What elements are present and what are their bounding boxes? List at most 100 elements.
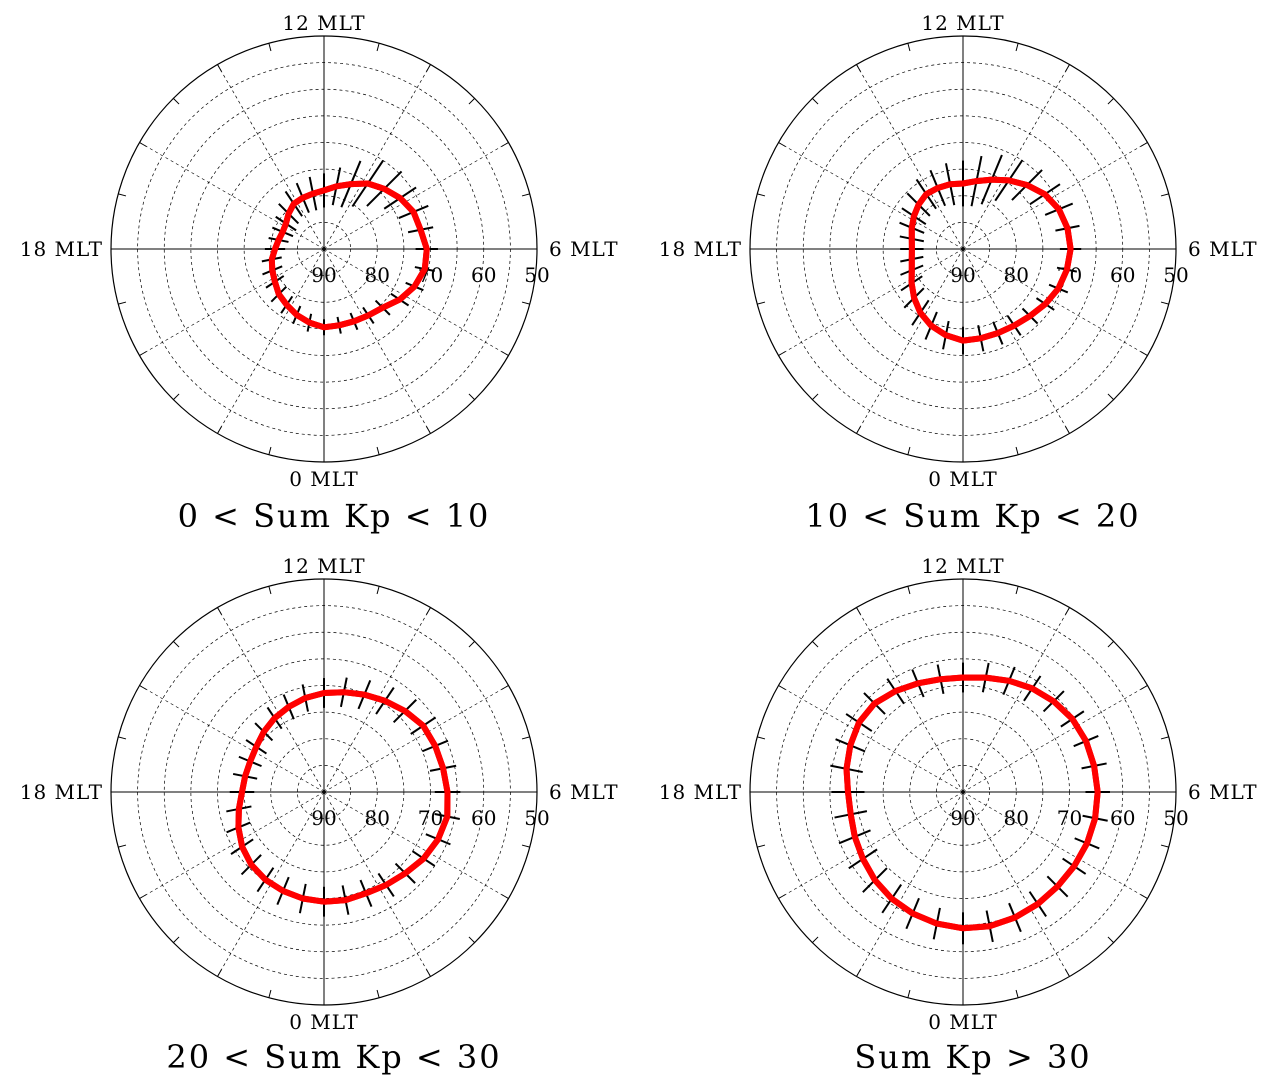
- hour-tick: [778, 894, 786, 899]
- hour-tick: [118, 736, 127, 740]
- hour-tick: [778, 142, 786, 147]
- hour-tick: [856, 969, 861, 977]
- hour-tick: [501, 894, 509, 899]
- ring-label-90: 90: [950, 806, 975, 830]
- hour-tick: [426, 64, 431, 72]
- radial-line-16: [139, 142, 325, 250]
- hour-tick: [426, 607, 431, 615]
- hour-tick: [812, 641, 819, 648]
- hour-tick: [521, 193, 530, 197]
- ring-label-80: 80: [365, 263, 390, 287]
- hour-tick: [856, 607, 861, 615]
- hour-tick: [1107, 393, 1114, 400]
- hour-tick: [376, 446, 380, 455]
- mlt-label-6: 6 MLT: [549, 237, 619, 261]
- panel-title: 20 < Sum Kp < 30: [166, 1038, 501, 1075]
- panel-title: Sum Kp > 30: [854, 1038, 1091, 1075]
- mlt-label-12: 12 MLT: [282, 11, 365, 35]
- ring-label-60: 60: [1110, 806, 1135, 830]
- hour-tick: [426, 969, 431, 977]
- hour-tick: [501, 142, 509, 147]
- hour-tick: [1015, 586, 1019, 595]
- hour-tick: [1140, 142, 1148, 147]
- hour-tick: [426, 426, 431, 434]
- boundary-line-top: [908, 176, 1074, 344]
- hour-tick: [778, 351, 786, 356]
- mlt-label-6: 6 MLT: [1188, 780, 1258, 804]
- hour-tick: [217, 969, 222, 977]
- hour-tick: [1160, 844, 1169, 848]
- hour-tick: [1015, 446, 1019, 455]
- hour-tick: [907, 446, 911, 455]
- hour-tick: [376, 43, 380, 52]
- hour-tick: [376, 586, 380, 595]
- hour-tick: [812, 98, 819, 105]
- mlt-label-0: 0 MLT: [289, 467, 359, 491]
- ring-label-80: 80: [1004, 263, 1029, 287]
- panel-title: 0 < Sum Kp < 10: [178, 497, 491, 535]
- ring-label-70: 70: [1057, 806, 1082, 830]
- polar-panel-3: 12 MLT 6 MLT 0 MLT 18 MLT 90 80 70 60 50 20 < Sum…: [20, 554, 619, 1075]
- ring-label-50: 50: [1163, 263, 1188, 287]
- hour-tick: [907, 43, 911, 52]
- hour-tick: [856, 426, 861, 434]
- hour-tick: [1015, 989, 1019, 998]
- mlt-label-18: 18 MLT: [659, 237, 742, 261]
- hour-tick: [1107, 936, 1114, 943]
- mlt-label-6: 6 MLT: [1188, 237, 1258, 261]
- boundary-line-top: [235, 689, 451, 905]
- hour-tick: [173, 98, 180, 105]
- mlt-label-0: 0 MLT: [928, 467, 998, 491]
- ring-label-90: 90: [311, 806, 336, 830]
- mlt-label-6: 6 MLT: [549, 780, 619, 804]
- mlt-label-18: 18 MLT: [20, 780, 103, 804]
- mlt-label-18: 18 MLT: [20, 237, 103, 261]
- hour-tick: [1140, 351, 1148, 356]
- hour-tick: [757, 193, 766, 197]
- mlt-label-18: 18 MLT: [659, 780, 742, 804]
- hour-tick: [1160, 736, 1169, 740]
- hour-tick: [173, 936, 180, 943]
- hour-tick: [268, 989, 272, 998]
- hour-tick: [118, 193, 127, 197]
- hour-tick: [778, 685, 786, 690]
- hour-tick: [1065, 969, 1070, 977]
- radial-line-10: [962, 64, 1070, 250]
- mlt-label-0: 0 MLT: [289, 1010, 359, 1034]
- hour-tick: [139, 894, 147, 899]
- hour-tick: [1065, 64, 1070, 72]
- hour-tick: [468, 936, 475, 943]
- ring-label-60: 60: [1110, 263, 1135, 287]
- hour-tick: [268, 586, 272, 595]
- hour-tick: [521, 844, 530, 848]
- ring-label-80: 80: [1004, 806, 1029, 830]
- mlt-label-12: 12 MLT: [921, 11, 1004, 35]
- hour-tick: [501, 351, 509, 356]
- hour-tick: [139, 685, 147, 690]
- hour-tick: [1065, 607, 1070, 615]
- hour-tick: [468, 641, 475, 648]
- hour-tick: [1140, 685, 1148, 690]
- ring-label-50: 50: [524, 263, 549, 287]
- hour-tick: [1160, 301, 1169, 305]
- ring-label-50: 50: [524, 806, 549, 830]
- ring-label-70: 70: [418, 806, 443, 830]
- hour-tick: [812, 393, 819, 400]
- mlt-label-12: 12 MLT: [921, 554, 1004, 578]
- hour-tick: [812, 936, 819, 943]
- hour-tick: [757, 736, 766, 740]
- hour-tick: [217, 426, 222, 434]
- hour-tick: [173, 641, 180, 648]
- ring-label-60: 60: [471, 263, 496, 287]
- ring-label-90: 90: [311, 263, 336, 287]
- hour-tick: [468, 393, 475, 400]
- radial-line-16: [778, 142, 964, 250]
- polar-panel-4: 12 MLT 6 MLT 0 MLT 18 MLT 90 80 70 60 50 Sum Kp >…: [659, 554, 1258, 1075]
- hour-tick: [1015, 43, 1019, 52]
- hour-tick: [757, 844, 766, 848]
- hour-tick: [118, 301, 127, 305]
- hour-tick: [501, 685, 509, 690]
- hour-tick: [856, 64, 861, 72]
- hour-tick: [376, 989, 380, 998]
